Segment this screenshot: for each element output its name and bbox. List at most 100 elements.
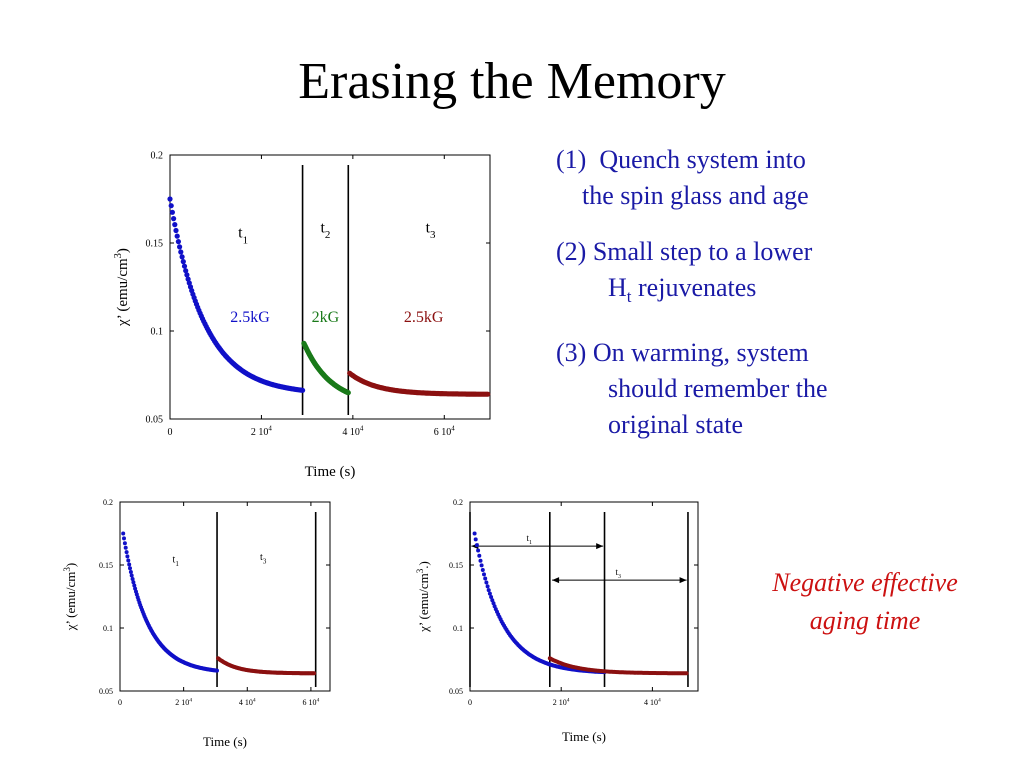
data-point xyxy=(128,566,132,571)
x-tick-label: 4 104 xyxy=(644,697,661,707)
data-point xyxy=(490,598,495,603)
data-point xyxy=(124,550,129,555)
data-point xyxy=(476,548,481,553)
y-tick-label: 0.05 xyxy=(146,415,164,426)
slide-title: Erasing the Memory xyxy=(298,53,726,110)
x-tick-exponent: 4 xyxy=(253,697,256,703)
y-axis-label-suffix: ) xyxy=(115,248,131,253)
region-label-sub: 2 xyxy=(325,229,331,241)
x-tick-label: 0 xyxy=(168,427,173,438)
x-tick-label: 6 104 xyxy=(303,697,320,707)
series-2 xyxy=(547,656,689,676)
y-tick-label: 0.2 xyxy=(103,498,113,507)
region-label-sub: 1 xyxy=(243,234,249,246)
data-point xyxy=(175,239,181,245)
data-point xyxy=(345,390,351,396)
data-point xyxy=(172,222,178,228)
data-point xyxy=(129,573,134,578)
region-label-sub: 1 xyxy=(529,540,532,546)
data-point xyxy=(489,595,494,599)
region-label-sub: 1 xyxy=(175,560,179,568)
data-point xyxy=(215,668,219,673)
y-tick-label: 0.2 xyxy=(453,498,463,507)
data-point xyxy=(184,272,190,278)
data-point xyxy=(472,531,477,536)
data-point xyxy=(130,577,135,581)
data-point xyxy=(186,280,192,286)
series-2 xyxy=(216,656,317,676)
y-tick-label: 0.15 xyxy=(449,561,463,570)
region-label-sub: 3 xyxy=(430,229,436,241)
span-arrow-head-right xyxy=(596,543,604,550)
data-point xyxy=(168,203,174,209)
field-label: 2.5kG xyxy=(404,309,444,326)
data-point xyxy=(131,580,136,585)
x-tick-exponent: 4 xyxy=(567,697,570,703)
y-tick-label: 0.1 xyxy=(453,624,463,633)
data-point xyxy=(127,562,132,567)
data-point xyxy=(173,227,179,234)
data-point xyxy=(485,584,490,589)
data-point xyxy=(177,244,183,250)
negative-aging-note: Negative effective aging time xyxy=(735,564,995,640)
region-label: t1 xyxy=(238,225,248,247)
y-axis-label-suffix: ) xyxy=(63,563,78,567)
x-axis-label: Time (s) xyxy=(203,734,247,749)
data-point xyxy=(169,209,175,215)
y-tick-label: 0.1 xyxy=(103,624,113,633)
data-point xyxy=(312,671,317,676)
y-axis-label-sup: 3 xyxy=(415,568,425,573)
bullet-1-number: (1) xyxy=(556,145,587,174)
bullet-3-number: (3) xyxy=(556,338,587,368)
x-tick-label: 4 104 xyxy=(239,697,256,707)
data-point xyxy=(121,531,126,536)
region-label: t2 xyxy=(320,219,330,241)
region-label: t3 xyxy=(426,219,436,241)
y-tick-label: 0.05 xyxy=(449,687,463,696)
y-axis-label: χ’ (emu/cm3) xyxy=(62,563,78,631)
data-point xyxy=(128,570,133,574)
data-point xyxy=(485,391,491,397)
bullet-2-line2: Ht rejuvenates xyxy=(556,270,996,315)
region-label: t3 xyxy=(260,552,267,566)
series-3 xyxy=(347,370,491,397)
data-point xyxy=(479,563,484,568)
bullet-1: (1) Quench system into the spin glass an… xyxy=(556,142,996,214)
x-tick-exponent: 4 xyxy=(317,697,320,703)
data-point xyxy=(185,276,191,282)
series-1 xyxy=(121,531,219,673)
data-point xyxy=(167,196,173,202)
data-point xyxy=(480,568,485,572)
y-tick-label: 0.2 xyxy=(151,151,164,162)
data-point xyxy=(178,249,184,255)
y-axis-label-sup: 3 xyxy=(113,253,124,258)
x-tick-label: 6 104 xyxy=(434,425,456,439)
y-tick-label: 0.15 xyxy=(99,561,113,570)
bullet-3: (3) On warming, system should remember t… xyxy=(556,335,996,443)
data-point xyxy=(132,583,137,588)
x-axis-label: Time (s) xyxy=(305,464,356,480)
x-tick-label: 2 104 xyxy=(553,697,570,707)
x-tick-label: 2 104 xyxy=(251,425,273,439)
bullet-3-line2: should remember the xyxy=(608,374,828,404)
x-axis-label: Time (s) xyxy=(562,729,606,744)
chart-1: 0.2 0.15 0.1 0.05 0 2 104 4 104 6 104 t1 t2 t3 2.5k… xyxy=(113,151,491,480)
bullet-2: (2) Small step to a lower Ht rejuvenates xyxy=(556,234,996,315)
bullet-2-number: (2) xyxy=(556,237,587,266)
x-tick-exponent: 4 xyxy=(451,425,455,433)
x-tick-label: 0 xyxy=(468,698,472,707)
span-arrow-head-left xyxy=(552,577,560,584)
bullet-2-rest: rejuvenates xyxy=(631,273,757,302)
data-point xyxy=(125,554,130,559)
data-point xyxy=(122,536,126,541)
series-1 xyxy=(472,531,607,675)
region-label-sub: 3 xyxy=(618,574,621,580)
bullet-3-line1: On warming, system xyxy=(592,338,809,368)
data-point xyxy=(486,588,491,593)
region-label: t1 xyxy=(527,533,533,546)
data-point xyxy=(482,572,486,577)
data-point xyxy=(473,537,478,542)
chart-3: 0.2 0.15 0.1 0.05 0 2 104 4 104 t1 t3 Time (s) χ’ … xyxy=(415,498,699,744)
y-axis-label-sup: 3 xyxy=(62,567,72,572)
y-tick-label: 0.05 xyxy=(99,687,113,696)
